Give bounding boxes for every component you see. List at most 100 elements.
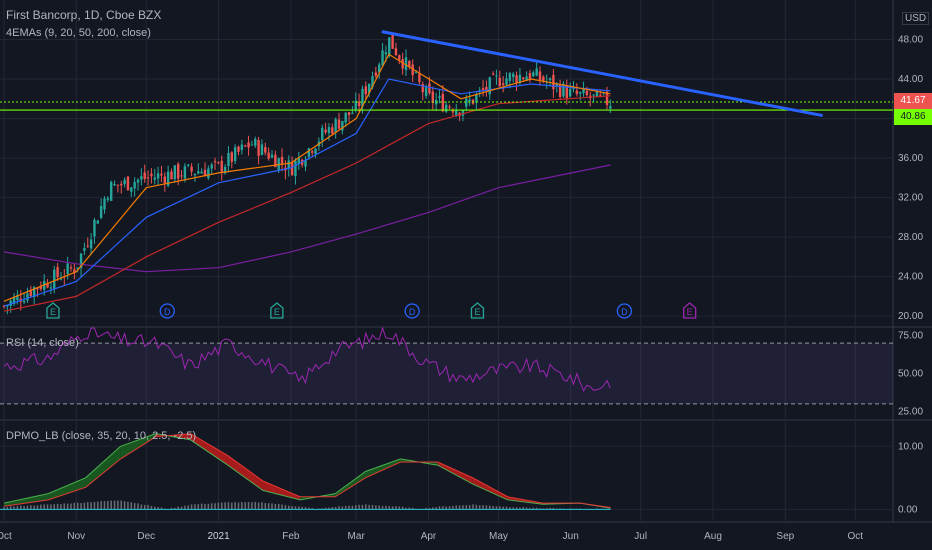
candle-body — [257, 140, 260, 156]
support-level-tag: 40.86 — [894, 109, 932, 125]
candle-body — [207, 168, 210, 179]
candle-body — [394, 48, 398, 56]
candle-body — [384, 52, 388, 55]
candle-body — [46, 283, 49, 288]
candle-body — [388, 37, 391, 57]
candle-body — [260, 144, 264, 155]
candle-body — [120, 183, 123, 186]
candle-body — [163, 176, 166, 183]
rsi-line — [3, 326, 611, 393]
candle-body — [421, 84, 424, 93]
candle-body — [9, 300, 12, 306]
candle-body — [565, 85, 568, 99]
candle-body — [213, 161, 217, 163]
candle-body — [187, 164, 190, 166]
candle-body — [307, 148, 311, 157]
candle-body — [501, 83, 505, 86]
candle-body — [331, 127, 334, 134]
candle-body — [448, 106, 451, 108]
candle-body — [334, 119, 337, 133]
x-tick-label: Jul — [634, 531, 647, 542]
candle-body — [106, 198, 110, 200]
dpmo-signal-line — [3, 433, 611, 508]
candle-body — [183, 166, 187, 179]
candle-body — [150, 173, 153, 177]
candle-body — [240, 144, 244, 150]
candle-body — [297, 157, 300, 164]
event-marker-label: E — [274, 307, 280, 317]
dpmo-fill-segment — [335, 471, 366, 497]
candle-body — [605, 91, 609, 106]
candle-body — [287, 160, 290, 169]
candle-body — [468, 99, 471, 102]
x-tick-label: Apr — [421, 531, 437, 542]
candle-body — [351, 112, 354, 114]
candle-body — [223, 166, 227, 174]
candle-body — [79, 253, 83, 268]
rsi-tick-label: 75.00 — [898, 331, 923, 342]
last-price-tag: 41.67 — [894, 93, 932, 109]
candle-body — [495, 75, 498, 77]
y-tick-label: 32.00 — [898, 193, 923, 204]
x-tick-label: Sep — [776, 531, 794, 542]
candle-body — [481, 88, 485, 90]
earnings-marker — [683, 302, 697, 319]
candle-body — [264, 147, 267, 153]
candle-body — [595, 90, 599, 97]
candle-body — [508, 73, 512, 82]
candle-body — [398, 55, 401, 60]
candle-body — [290, 161, 294, 176]
candle-body — [381, 50, 384, 66]
candle-body — [522, 77, 525, 79]
event-marker-label: D — [621, 307, 628, 317]
dpmo-fill-segment — [190, 433, 228, 466]
candle-body — [233, 147, 237, 162]
trendline — [381, 30, 823, 118]
y-tick-label: 44.00 — [898, 74, 923, 85]
dpmo-fill-segment — [48, 477, 86, 500]
candle-body — [538, 71, 542, 80]
candle-body — [374, 72, 378, 76]
candle-body — [89, 239, 93, 249]
candle-body — [126, 176, 130, 191]
candle-body — [311, 151, 314, 153]
candle-body — [357, 101, 361, 106]
y-tick-label: 20.00 — [898, 311, 923, 322]
candle-body — [441, 93, 445, 112]
candle-body — [227, 152, 230, 167]
dpmo-fill-segment — [4, 493, 49, 507]
candle-body — [86, 245, 89, 247]
candle-body — [153, 177, 156, 180]
candle-body — [133, 181, 136, 189]
candle-body — [465, 98, 468, 107]
candle-body — [367, 83, 371, 94]
event-marker-label: D — [164, 307, 171, 317]
candle-body — [26, 293, 29, 301]
candle-body — [327, 127, 331, 133]
candle-body — [431, 91, 434, 103]
dpmo-fill-segment — [472, 477, 508, 500]
currency-label[interactable]: USD — [902, 12, 930, 25]
candle-body — [532, 72, 535, 77]
candle-body — [76, 267, 79, 270]
candle-body — [267, 152, 270, 159]
candle-body — [361, 88, 364, 107]
candle-body — [16, 295, 19, 301]
earnings-marker — [270, 302, 284, 319]
candle-body — [244, 145, 247, 147]
candle-body — [512, 73, 515, 78]
candle-body — [217, 162, 220, 164]
candle-body — [408, 61, 411, 67]
candle-body — [32, 287, 36, 298]
y-tick-label: 24.00 — [898, 272, 923, 283]
candle-body — [324, 129, 327, 133]
candle-body — [424, 87, 428, 97]
candle-body — [274, 154, 277, 168]
candle-body — [56, 266, 59, 278]
x-tick-label: 2021 — [207, 531, 230, 542]
candle-body — [146, 177, 150, 179]
dpmo-fill-segment — [262, 480, 301, 500]
candle-body — [83, 247, 86, 251]
event-marker-label: D — [409, 307, 416, 317]
